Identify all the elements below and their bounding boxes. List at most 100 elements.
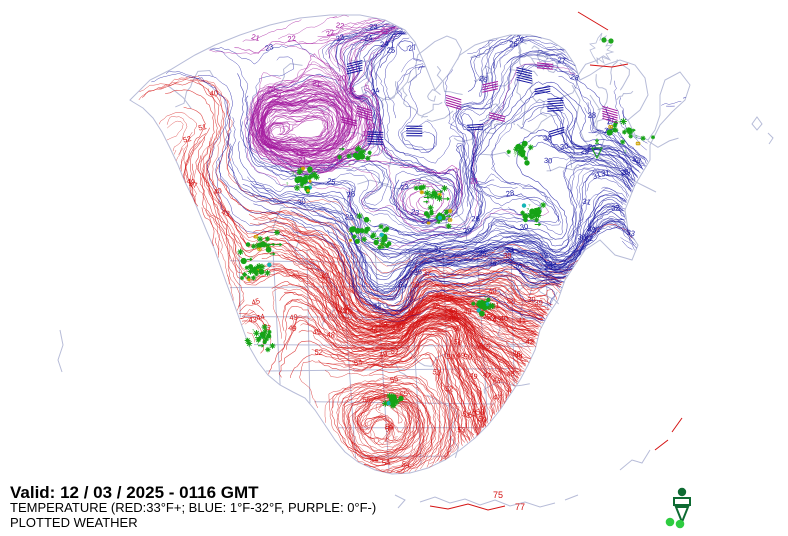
svg-text:30: 30 [297,196,307,207]
svg-text:42: 42 [525,337,534,346]
svg-text:47: 47 [188,180,198,190]
svg-text:21: 21 [250,32,260,43]
svg-text:40: 40 [209,88,218,98]
svg-text:54: 54 [353,357,363,368]
svg-text:39: 39 [378,319,387,329]
svg-text:75: 75 [493,490,503,500]
svg-text:55: 55 [362,395,371,404]
svg-text:77: 77 [515,502,525,512]
svg-text:39: 39 [445,293,454,303]
svg-text:22: 22 [325,28,336,39]
svg-text:49: 49 [378,349,389,360]
svg-text:23: 23 [264,42,274,53]
svg-text:19: 19 [295,148,304,158]
svg-text:?: ? [349,163,351,167]
svg-text:40: 40 [500,314,508,323]
svg-text:31: 31 [582,197,592,207]
svg-text:?: ? [528,202,531,207]
svg-text:29: 29 [580,146,590,156]
svg-text:49: 49 [288,323,297,333]
svg-text:52: 52 [314,347,323,356]
svg-text:36: 36 [513,261,522,271]
svg-text:36: 36 [413,267,423,277]
svg-text:28: 28 [570,72,580,83]
svg-text:30: 30 [544,156,553,166]
svg-text:39: 39 [534,298,543,307]
svg-text:?: ? [635,134,638,139]
svg-text:51: 51 [197,122,207,133]
svg-text:30: 30 [577,232,586,241]
svg-text:48: 48 [326,330,335,340]
svg-text:53: 53 [432,367,442,378]
svg-text:41: 41 [518,316,526,325]
svg-text:49: 49 [456,351,465,361]
svg-text:22: 22 [287,33,296,43]
svg-text:43: 43 [463,307,472,316]
svg-text:43: 43 [248,315,257,325]
svg-text:26: 26 [478,74,488,85]
svg-text:49: 49 [312,327,322,337]
svg-text:28: 28 [588,111,596,120]
svg-text:36: 36 [487,257,497,268]
svg-text:20: 20 [337,73,346,83]
svg-text:41: 41 [334,288,345,299]
svg-text:24: 24 [363,33,373,43]
svg-text:38: 38 [507,296,516,305]
svg-text:52: 52 [182,134,192,145]
svg-text:40: 40 [488,286,498,296]
svg-text:26: 26 [346,189,355,199]
svg-text:?: ? [624,149,627,154]
svg-text:46: 46 [368,325,378,336]
svg-text:37: 37 [422,268,431,278]
svg-text:54: 54 [370,455,379,464]
svg-text:23: 23 [369,22,378,32]
svg-text:42: 42 [342,302,352,313]
svg-text:?: ? [369,154,372,160]
svg-text:24: 24 [370,86,381,97]
svg-text:46: 46 [482,341,491,351]
svg-text:44: 44 [514,351,524,361]
svg-text:53: 53 [457,425,466,434]
svg-text:?: ? [250,255,253,261]
svg-text:48: 48 [506,369,515,379]
svg-text:28: 28 [505,188,514,198]
svg-text:50: 50 [446,352,455,362]
svg-text:32: 32 [591,225,601,235]
svg-text:32: 32 [540,251,548,260]
svg-text:30: 30 [519,222,529,232]
svg-text:?: ? [526,207,529,213]
svg-text:49: 49 [468,371,478,382]
svg-text:23: 23 [410,207,420,217]
svg-text:?: ? [369,219,372,224]
svg-text:21: 21 [470,176,479,185]
svg-text:32: 32 [505,255,514,265]
svg-text:30: 30 [559,141,569,151]
svg-text:?: ? [286,182,289,187]
svg-text:?: ? [261,244,263,248]
svg-text:52: 52 [445,384,454,394]
svg-text:?: ? [246,275,249,281]
svg-text:?: ? [368,228,370,232]
svg-text:21: 21 [312,78,322,88]
svg-text:39: 39 [410,279,420,289]
svg-text:?: ? [265,237,268,242]
svg-text:?: ? [291,172,294,178]
svg-text:44: 44 [449,306,458,316]
svg-text:23: 23 [335,32,346,43]
svg-text:26: 26 [462,224,473,235]
svg-text:49: 49 [289,312,298,322]
svg-text:20: 20 [267,84,276,94]
svg-text:24: 24 [380,39,389,49]
svg-text:50: 50 [453,337,463,347]
svg-text:33: 33 [543,262,553,272]
svg-text:22: 22 [335,20,345,30]
svg-text:45: 45 [250,296,261,307]
svg-text:33: 33 [626,228,636,239]
svg-text:40: 40 [213,186,223,197]
svg-text:34: 34 [373,302,382,311]
svg-text:51: 51 [390,346,400,356]
svg-text:26: 26 [471,214,479,223]
svg-text:47: 47 [493,393,502,403]
svg-text:?: ? [514,153,517,159]
svg-text:47: 47 [482,370,492,380]
